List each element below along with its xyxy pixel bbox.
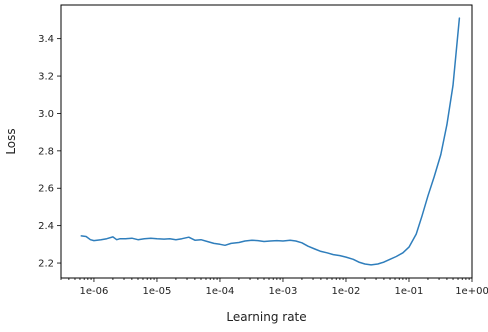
x-tick-label: 1e-01 bbox=[395, 286, 424, 297]
x-tick-label: 1e-04 bbox=[206, 286, 235, 297]
y-tick-label: 3.4 bbox=[38, 34, 54, 45]
x-tick-label: 1e-03 bbox=[269, 286, 298, 297]
x-axis-label: Learning rate bbox=[226, 310, 306, 324]
y-axis-label: Loss bbox=[4, 128, 18, 154]
y-tick-label: 3.2 bbox=[38, 72, 54, 83]
y-tick-label: 2.6 bbox=[38, 184, 54, 195]
ticks-layer: 1e-06 1e-05 1e-04 1e-03 1e-02 1e-01 1e+00 2.2 2.… bbox=[38, 34, 488, 297]
y-tick-label: 2.8 bbox=[38, 146, 54, 157]
x-tick-label: 1e-06 bbox=[80, 286, 109, 297]
y-tick-label: 3.0 bbox=[38, 109, 54, 120]
y-tick-label: 2.4 bbox=[38, 221, 54, 232]
x-tick-label: 1e+00 bbox=[455, 286, 488, 297]
plot-frame bbox=[60, 4, 473, 279]
y-tick-label: 2.2 bbox=[38, 259, 54, 270]
x-tick-label: 1e-02 bbox=[332, 286, 361, 297]
series-line-0 bbox=[80, 17, 461, 266]
series-layer bbox=[80, 17, 461, 266]
x-tick-label: 1e-05 bbox=[143, 286, 172, 297]
